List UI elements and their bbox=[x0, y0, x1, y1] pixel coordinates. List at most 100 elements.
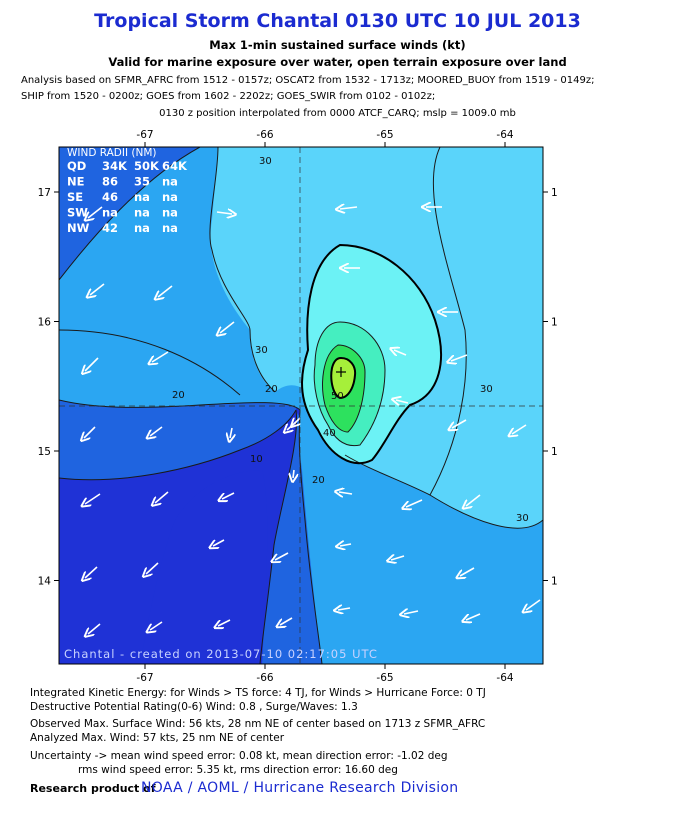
wind-arrow bbox=[146, 562, 159, 574]
radii-cell: na bbox=[134, 190, 150, 204]
wind-arrow bbox=[85, 566, 98, 578]
contour-label: 30 bbox=[480, 384, 493, 395]
longitude-axis-top: -67 -66 -65 -64 bbox=[136, 129, 514, 147]
wind-field: 30 30 30 30 20 20 20 10 40 50 WIND RADII (NM) QD 3… bbox=[59, 147, 543, 664]
latitude-axis-right: 1 1 1 1 bbox=[543, 187, 558, 588]
wind-arrow bbox=[451, 354, 468, 361]
band-max bbox=[331, 358, 356, 398]
radii-cell: na bbox=[162, 190, 178, 204]
lat-label-left: 14 bbox=[38, 576, 52, 588]
contour-label: 20 bbox=[312, 475, 325, 486]
contour-label: 20 bbox=[265, 384, 278, 395]
map-subtitle-winds: Max 1-min sustained surface winds (kt) bbox=[209, 38, 466, 52]
contour-34kt bbox=[301, 243, 442, 465]
wind-vectors bbox=[84, 206, 541, 634]
center-marker bbox=[336, 367, 346, 377]
wind-arrow bbox=[150, 426, 163, 436]
contour-label: 30 bbox=[255, 345, 268, 356]
wind-arrow bbox=[526, 599, 541, 610]
wind-arrow bbox=[396, 400, 409, 403]
analysis-sources-line2: SHIP from 1520 - 0200z; GOES from 1602 -… bbox=[21, 91, 436, 102]
analyzed-max-text: Analyzed Max. Wind: 57 kts, 25 nm NE of … bbox=[30, 732, 285, 744]
radii-cell: na bbox=[134, 221, 150, 235]
contour-label: 30 bbox=[516, 513, 529, 524]
wind-arrow bbox=[88, 623, 101, 634]
wind-arrow bbox=[88, 206, 103, 218]
wind-arrow bbox=[452, 419, 467, 428]
latitude-axis-left: 17 16 15 14 bbox=[38, 187, 59, 588]
contour-label: 20 bbox=[172, 390, 185, 401]
created-timestamp: Chantal - created on 2013-07-10 02:17:05… bbox=[64, 647, 378, 661]
band-lt10-core bbox=[140, 470, 268, 664]
wind-arrow bbox=[218, 619, 231, 626]
lat-label-left: 17 bbox=[38, 187, 51, 199]
wind-arrow bbox=[222, 492, 235, 499]
credit-label: Research product of bbox=[30, 782, 156, 795]
lon-label-bottom: -64 bbox=[496, 672, 513, 684]
wind-arrow bbox=[339, 492, 353, 494]
radii-cell: na bbox=[102, 206, 118, 220]
wind-radii-title: WIND RADII (NM) bbox=[67, 147, 157, 159]
lat-label-left: 16 bbox=[38, 317, 52, 329]
wind-arrow bbox=[340, 544, 352, 546]
wind-arrow bbox=[158, 285, 173, 297]
radii-header-cell: 50K bbox=[134, 159, 160, 173]
contour-label: 40 bbox=[323, 428, 336, 439]
wind-arrow bbox=[391, 556, 405, 560]
wind-arrow bbox=[406, 499, 423, 507]
lon-label-top: -67 bbox=[136, 129, 153, 141]
lat-label-right: 1 bbox=[551, 317, 558, 329]
map-title: Tropical Storm Chantal 0130 UTC 10 JUL 2… bbox=[94, 10, 581, 32]
radii-cell: 35 bbox=[134, 175, 150, 189]
radii-cell: SE bbox=[67, 190, 83, 204]
wind-arrow bbox=[220, 321, 235, 333]
hrd-credit-link[interactable]: NOAA / AOML / Hurricane Research Divisio… bbox=[141, 780, 459, 796]
lon-label-bottom: -66 bbox=[256, 672, 273, 684]
lon-label-bottom: -65 bbox=[376, 672, 393, 684]
radii-cell: NE bbox=[67, 175, 85, 189]
wind-arrow bbox=[466, 494, 481, 506]
wind-arrow bbox=[466, 613, 481, 620]
wind-arrow bbox=[293, 469, 294, 478]
lat-label-left: 15 bbox=[38, 446, 51, 458]
wind-arrow bbox=[340, 207, 358, 209]
wind-arrow bbox=[294, 418, 300, 424]
uncertainty-line1: Uncertainty -> mean wind speed error: 0.… bbox=[30, 750, 448, 762]
map-subtitle-exposure: Valid for marine exposure over water, op… bbox=[108, 55, 567, 69]
wind-arrow bbox=[338, 608, 351, 610]
wind-arrow bbox=[394, 350, 407, 355]
radii-cell: na bbox=[162, 206, 178, 220]
wind-arrow bbox=[152, 351, 169, 362]
wind-arrow bbox=[230, 427, 232, 438]
analysis-sources-line1: Analysis based on SFMR_AFRC from 1512 - … bbox=[21, 75, 595, 86]
contour-lines bbox=[59, 147, 543, 664]
radii-cell: 46 bbox=[102, 190, 118, 204]
radii-cell: SW bbox=[67, 206, 88, 220]
wind-arrow bbox=[404, 611, 419, 614]
contour-label: 50 bbox=[331, 391, 344, 402]
lat-label-right: 1 bbox=[551, 446, 558, 458]
uncertainty-line2: rms wind speed error: 5.35 kt, rms direc… bbox=[78, 764, 398, 776]
wind-arrow bbox=[90, 283, 105, 295]
wind-arrow bbox=[275, 552, 289, 560]
lon-label-top: -64 bbox=[496, 129, 513, 141]
contour-label: 30 bbox=[259, 156, 272, 167]
lon-label-bottom: -67 bbox=[136, 672, 153, 684]
wind-arrow bbox=[84, 426, 96, 438]
wind-arrow bbox=[155, 491, 169, 503]
radii-cell: 42 bbox=[102, 221, 118, 235]
wind-arrow bbox=[150, 621, 163, 630]
longitude-axis-bottom: -67 -66 -65 -64 bbox=[136, 664, 514, 684]
wind-arrow bbox=[85, 357, 99, 371]
radii-header-cell: QD bbox=[67, 159, 86, 173]
lon-label-top: -65 bbox=[376, 129, 393, 141]
contour-label: 10 bbox=[250, 454, 263, 465]
radii-cell: na bbox=[134, 206, 150, 220]
wind-arrow bbox=[512, 424, 527, 434]
ike-text: Integrated Kinetic Energy: for Winds > T… bbox=[30, 687, 486, 699]
wind-arrow bbox=[213, 539, 225, 546]
radii-header-cell: 34K bbox=[102, 159, 128, 173]
lat-label-right: 1 bbox=[551, 187, 558, 199]
